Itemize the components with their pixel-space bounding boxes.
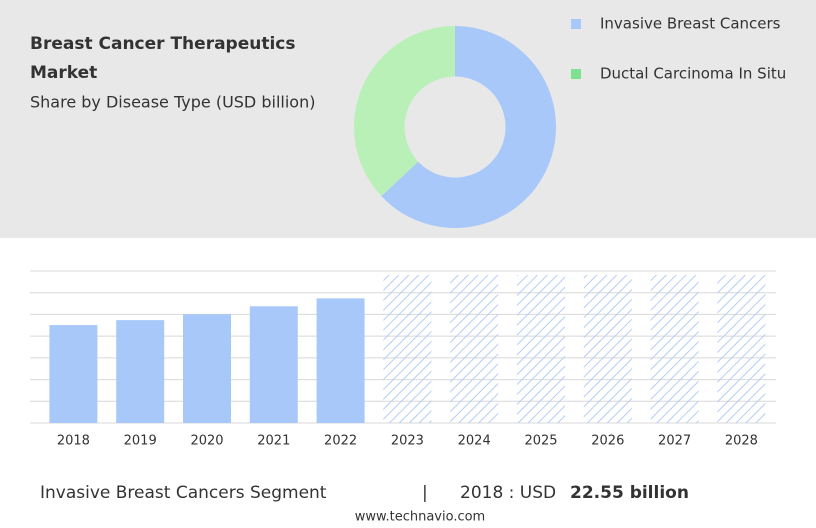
forecast-bar (717, 275, 766, 423)
x-tick-label: 2020 (190, 434, 223, 449)
bar (183, 314, 231, 423)
footer-value: 22.55 billion (570, 483, 689, 503)
chart-subtitle: Share by Disease Type (USD billion) (30, 93, 315, 112)
forecast-bar (650, 275, 699, 423)
x-tick-label: 2026 (591, 434, 624, 449)
donut-slice (354, 26, 455, 197)
x-tick-label: 2028 (725, 434, 758, 449)
donut-slice (381, 26, 556, 228)
x-tick-label: 2023 (391, 434, 424, 449)
footer-segment: Invasive Breast Cancers Segment (40, 483, 327, 503)
legend-swatch (571, 19, 581, 29)
footer-year: 2018 : USD (460, 483, 556, 503)
x-tick-label: 2025 (524, 434, 557, 449)
bar (49, 325, 98, 423)
x-tick-label: 2018 (57, 434, 90, 449)
footer-source: www.technavio.com (355, 510, 485, 525)
bar (116, 320, 165, 423)
x-tick-label: 2022 (324, 434, 357, 449)
forecast-bar (450, 275, 499, 423)
x-tick-label: 2021 (257, 434, 290, 449)
forecast-bar (583, 275, 632, 423)
x-tick-label: 2019 (124, 434, 157, 449)
forecast-bar (517, 275, 565, 423)
legend-label: Invasive Breast Cancers (600, 15, 781, 33)
chart-title: Breast Cancer Therapeutics Market (30, 34, 296, 83)
bar (316, 298, 365, 423)
bar (249, 306, 298, 423)
x-tick-label: 2024 (458, 434, 491, 449)
footer-separator: | (422, 483, 428, 503)
legend-label: Ductal Carcinoma In Situ (600, 65, 786, 83)
legend-swatch (571, 69, 581, 79)
forecast-bar (383, 275, 432, 423)
x-tick-label: 2027 (658, 434, 691, 449)
